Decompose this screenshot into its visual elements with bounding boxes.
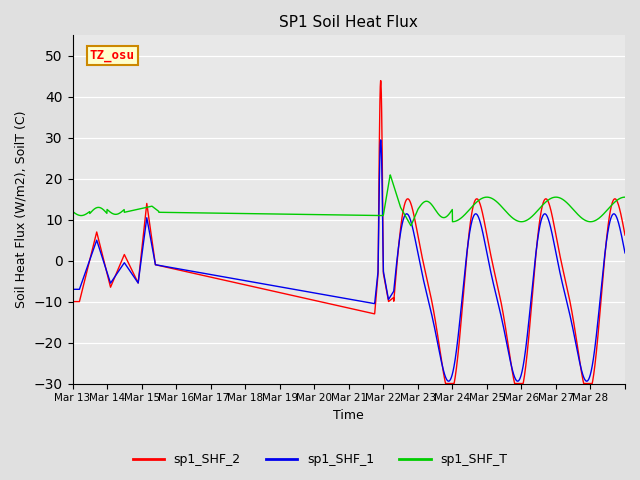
sp1_SHF_1 (420, 278, 428, 284)
sp1_SHF_T (420, 199, 428, 205)
sp1_SHF_T (537, 204, 545, 210)
sp1_SHF_2 (182, 269, 189, 275)
sp1_SHF_2 (537, 210, 545, 216)
sp1_SHF_2 (621, 232, 629, 238)
sp1_SHF_2 (615, 204, 623, 210)
sp1_SHF_1 (377, 137, 385, 143)
Legend: sp1_SHF_2, sp1_SHF_1, sp1_SHF_T: sp1_SHF_2, sp1_SHF_1, sp1_SHF_T (127, 448, 513, 471)
sp1_SHF_2 (468, 206, 476, 212)
sp1_SHF_T (68, 209, 76, 215)
Text: TZ_osu: TZ_osu (90, 49, 135, 62)
sp1_SHF_1 (537, 219, 545, 225)
sp1_SHF_1 (504, 345, 511, 350)
sp1_SHF_2 (504, 339, 511, 345)
sp1_SHF_1 (621, 250, 629, 256)
Y-axis label: Soil Heat Flux (W/m2), SoilT (C): Soil Heat Flux (W/m2), SoilT (C) (15, 111, 28, 308)
sp1_SHF_2 (442, 381, 449, 386)
sp1_SHF_2 (68, 299, 76, 304)
sp1_SHF_2 (420, 261, 428, 267)
X-axis label: Time: Time (333, 409, 364, 422)
Line: sp1_SHF_2: sp1_SHF_2 (72, 81, 625, 384)
sp1_SHF_1 (68, 287, 76, 292)
sp1_SHF_T (615, 196, 623, 202)
sp1_SHF_T (387, 172, 394, 178)
sp1_SHF_1 (583, 378, 591, 384)
sp1_SHF_T (182, 210, 189, 216)
Line: sp1_SHF_1: sp1_SHF_1 (72, 140, 625, 381)
sp1_SHF_1 (615, 222, 623, 228)
sp1_SHF_T (504, 211, 511, 216)
sp1_SHF_2 (377, 78, 385, 84)
sp1_SHF_T (468, 204, 476, 209)
sp1_SHF_T (407, 223, 415, 228)
Line: sp1_SHF_T: sp1_SHF_T (72, 175, 625, 226)
Title: SP1 Soil Heat Flux: SP1 Soil Heat Flux (279, 15, 418, 30)
sp1_SHF_1 (468, 216, 476, 222)
sp1_SHF_T (621, 194, 629, 200)
sp1_SHF_1 (182, 267, 189, 273)
